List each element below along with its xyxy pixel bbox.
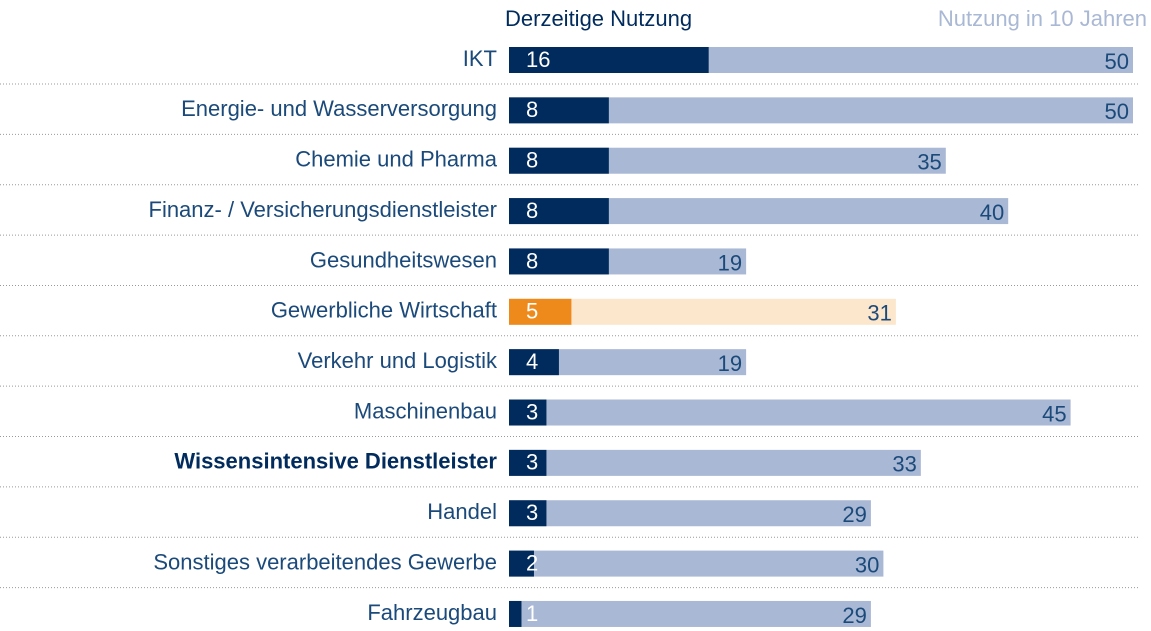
value-label-future: 31 — [867, 301, 891, 326]
bar-future — [509, 298, 896, 325]
bar-current — [509, 399, 547, 426]
value-label-current: 3 — [526, 500, 538, 525]
bar-future — [509, 97, 1133, 124]
legend-current: Derzeitige Nutzung — [505, 6, 692, 31]
category-label: Gesundheitswesen — [310, 247, 497, 272]
category-label: IKT — [463, 46, 497, 71]
bar-future — [509, 600, 871, 627]
value-label-future: 29 — [842, 603, 866, 628]
bar-current — [509, 298, 572, 325]
bar-current — [509, 147, 609, 174]
category-label: Verkehr und Logistik — [298, 348, 498, 373]
category-label: Handel — [427, 499, 497, 524]
bar-current — [509, 449, 547, 476]
value-label-current: 8 — [526, 248, 538, 273]
category-label: Energie- und Wasserversorgung — [181, 96, 497, 121]
value-label-future: 35 — [917, 150, 941, 175]
bar-current — [509, 550, 534, 577]
value-label-future: 19 — [718, 250, 742, 275]
category-label: Maschinenbau — [354, 398, 497, 423]
bar-current — [509, 349, 559, 376]
bar-future — [509, 399, 1071, 426]
value-label-future: 50 — [1105, 99, 1129, 124]
value-label-current: 3 — [526, 399, 538, 424]
value-label-future: 29 — [842, 502, 866, 527]
value-label-future: 50 — [1105, 49, 1129, 74]
value-label-future: 30 — [855, 552, 879, 577]
value-label-current: 8 — [526, 97, 538, 122]
value-label-future: 40 — [980, 200, 1004, 225]
value-label-current: 3 — [526, 450, 538, 475]
category-label: Chemie und Pharma — [295, 147, 498, 172]
value-label-current: 5 — [526, 299, 538, 324]
bar-current — [509, 97, 609, 124]
bar-current — [509, 47, 709, 73]
value-label-future: 33 — [892, 452, 916, 477]
bar-current — [509, 248, 609, 275]
value-label-current: 2 — [526, 550, 538, 575]
bar-current — [509, 198, 609, 225]
value-label-current: 1 — [526, 601, 538, 626]
bar-current — [509, 500, 547, 527]
category-label: Fahrzeugbau — [367, 600, 497, 625]
category-label: Finanz- / Versicherungsdienstleister — [149, 197, 498, 222]
value-label-current: 8 — [526, 198, 538, 223]
legend-future: Nutzung in 10 Jahren — [938, 6, 1147, 31]
bar-future — [509, 500, 871, 527]
category-label: Sonstiges verarbeitendes Gewerbe — [153, 549, 497, 574]
value-label-future: 45 — [1042, 401, 1066, 426]
value-label-current: 8 — [526, 148, 538, 173]
category-label: Wissensintensive Dienstleister — [174, 449, 497, 474]
value-label-future: 19 — [718, 351, 742, 376]
value-label-current: 4 — [526, 349, 538, 374]
bar-current — [509, 600, 522, 627]
value-label-current: 16 — [526, 47, 550, 72]
bar-future — [509, 449, 921, 476]
category-label: Gewerbliche Wirtschaft — [271, 298, 497, 323]
bar-future — [509, 550, 884, 577]
